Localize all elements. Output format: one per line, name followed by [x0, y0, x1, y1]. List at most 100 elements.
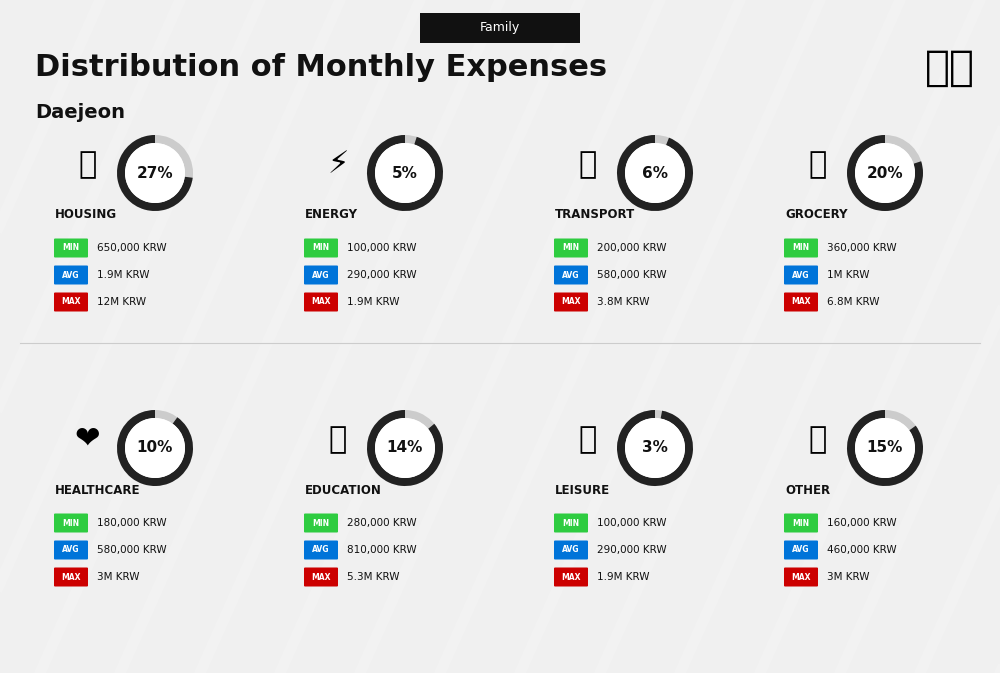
Text: AVG: AVG	[792, 546, 810, 555]
Text: 580,000 KRW: 580,000 KRW	[597, 270, 667, 280]
Text: 20%: 20%	[867, 166, 903, 180]
Text: MAX: MAX	[311, 297, 331, 306]
Text: AVG: AVG	[62, 271, 80, 279]
FancyBboxPatch shape	[304, 513, 338, 532]
Wedge shape	[847, 410, 923, 486]
Wedge shape	[617, 410, 693, 486]
Text: 1.9M KRW: 1.9M KRW	[97, 270, 150, 280]
Wedge shape	[117, 410, 193, 486]
FancyBboxPatch shape	[304, 567, 338, 586]
Text: 100,000 KRW: 100,000 KRW	[347, 243, 416, 253]
Text: 200,000 KRW: 200,000 KRW	[597, 243, 666, 253]
FancyBboxPatch shape	[304, 540, 338, 559]
Wedge shape	[617, 135, 693, 211]
FancyBboxPatch shape	[784, 293, 818, 312]
Text: 810,000 KRW: 810,000 KRW	[347, 545, 417, 555]
Text: 10%: 10%	[137, 441, 173, 456]
Text: Distribution of Monthly Expenses: Distribution of Monthly Expenses	[35, 53, 607, 83]
Text: MAX: MAX	[791, 297, 811, 306]
Text: MIN: MIN	[62, 518, 80, 528]
Text: LEISURE: LEISURE	[555, 483, 610, 497]
Text: HEALTHCARE: HEALTHCARE	[55, 483, 140, 497]
Circle shape	[855, 418, 915, 478]
FancyBboxPatch shape	[54, 293, 88, 312]
FancyBboxPatch shape	[554, 567, 588, 586]
Text: 🇰🇷: 🇰🇷	[925, 47, 975, 89]
FancyBboxPatch shape	[54, 567, 88, 586]
Text: 1.9M KRW: 1.9M KRW	[347, 297, 400, 307]
Text: 280,000 KRW: 280,000 KRW	[347, 518, 417, 528]
FancyBboxPatch shape	[54, 266, 88, 285]
FancyBboxPatch shape	[554, 293, 588, 312]
Text: 360,000 KRW: 360,000 KRW	[827, 243, 897, 253]
Circle shape	[125, 418, 185, 478]
Text: 15%: 15%	[867, 441, 903, 456]
FancyBboxPatch shape	[420, 13, 580, 43]
Text: EDUCATION: EDUCATION	[305, 483, 382, 497]
Text: Daejeon: Daejeon	[35, 104, 125, 122]
Text: 460,000 KRW: 460,000 KRW	[827, 545, 897, 555]
Wedge shape	[847, 410, 923, 486]
Text: MIN: MIN	[792, 244, 810, 252]
Text: MAX: MAX	[561, 297, 581, 306]
Text: 🎓: 🎓	[329, 425, 347, 454]
Wedge shape	[367, 410, 443, 486]
Wedge shape	[367, 135, 443, 211]
Wedge shape	[617, 135, 693, 211]
Text: 290,000 KRW: 290,000 KRW	[597, 545, 667, 555]
FancyBboxPatch shape	[554, 540, 588, 559]
Wedge shape	[117, 410, 193, 486]
Text: AVG: AVG	[562, 546, 580, 555]
Text: 160,000 KRW: 160,000 KRW	[827, 518, 897, 528]
Text: 6%: 6%	[642, 166, 668, 180]
Text: ⚡: ⚡	[327, 151, 349, 180]
FancyBboxPatch shape	[554, 266, 588, 285]
Text: Family: Family	[480, 21, 520, 34]
Text: 5%: 5%	[392, 166, 418, 180]
Circle shape	[625, 143, 685, 203]
FancyBboxPatch shape	[784, 266, 818, 285]
Text: GROCERY: GROCERY	[785, 209, 848, 221]
Text: 3%: 3%	[642, 441, 668, 456]
Text: HOUSING: HOUSING	[55, 209, 117, 221]
Circle shape	[375, 418, 435, 478]
Text: TRANSPORT: TRANSPORT	[555, 209, 635, 221]
Text: AVG: AVG	[562, 271, 580, 279]
Text: MIN: MIN	[312, 518, 330, 528]
Wedge shape	[847, 135, 923, 211]
Text: MIN: MIN	[62, 244, 80, 252]
Text: 12M KRW: 12M KRW	[97, 297, 146, 307]
Text: 14%: 14%	[387, 441, 423, 456]
FancyBboxPatch shape	[554, 238, 588, 258]
Text: AVG: AVG	[62, 546, 80, 555]
Text: MAX: MAX	[791, 573, 811, 581]
Text: AVG: AVG	[312, 546, 330, 555]
Text: MAX: MAX	[311, 573, 331, 581]
Wedge shape	[847, 135, 923, 211]
Text: 1M KRW: 1M KRW	[827, 270, 870, 280]
Text: 3.8M KRW: 3.8M KRW	[597, 297, 650, 307]
FancyBboxPatch shape	[304, 238, 338, 258]
Wedge shape	[367, 135, 443, 211]
FancyBboxPatch shape	[54, 513, 88, 532]
Circle shape	[855, 143, 915, 203]
Text: 🛒: 🛒	[809, 151, 827, 180]
FancyBboxPatch shape	[304, 293, 338, 312]
Circle shape	[375, 143, 435, 203]
Text: 5.3M KRW: 5.3M KRW	[347, 572, 400, 582]
Text: MIN: MIN	[792, 518, 810, 528]
Wedge shape	[617, 410, 693, 486]
Text: AVG: AVG	[312, 271, 330, 279]
FancyBboxPatch shape	[304, 266, 338, 285]
Text: MIN: MIN	[562, 244, 580, 252]
FancyBboxPatch shape	[54, 540, 88, 559]
Text: ❤️: ❤️	[75, 425, 101, 454]
FancyBboxPatch shape	[54, 238, 88, 258]
Text: 100,000 KRW: 100,000 KRW	[597, 518, 666, 528]
FancyBboxPatch shape	[784, 238, 818, 258]
Wedge shape	[367, 410, 443, 486]
FancyBboxPatch shape	[784, 540, 818, 559]
Text: 💰: 💰	[809, 425, 827, 454]
Text: 650,000 KRW: 650,000 KRW	[97, 243, 167, 253]
Text: 580,000 KRW: 580,000 KRW	[97, 545, 167, 555]
